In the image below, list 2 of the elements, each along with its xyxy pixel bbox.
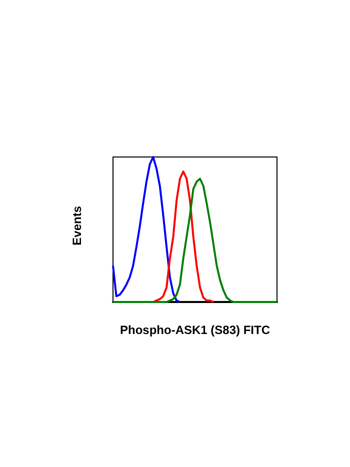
x-axis-title: Phospho-ASK1 (S83) FITC: [120, 323, 270, 337]
y-axis-title: Events: [70, 206, 84, 246]
